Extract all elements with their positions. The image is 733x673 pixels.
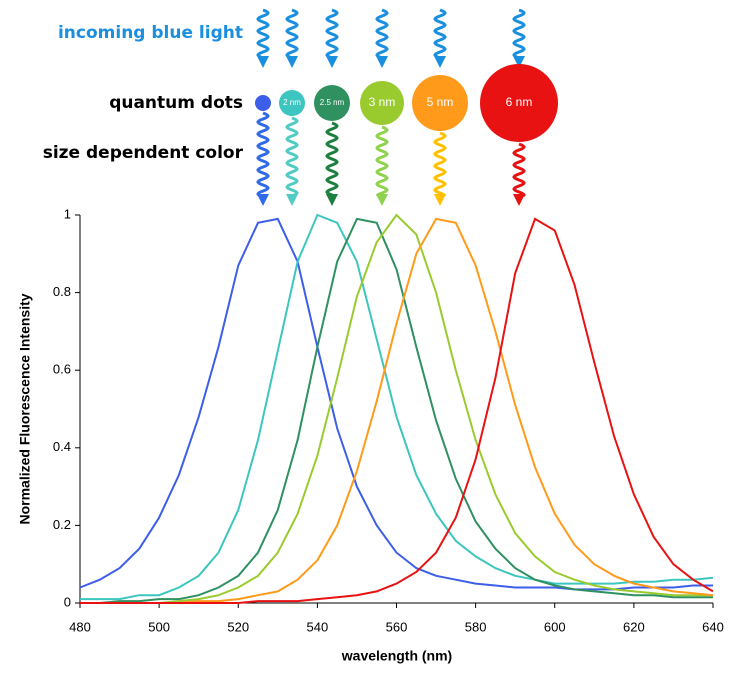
x-tick-label: 500	[148, 619, 170, 634]
arrow-head	[326, 56, 338, 68]
wavy-arrow	[285, 8, 299, 60]
wavy-arrow	[433, 131, 447, 197]
annotation: quantum dots	[109, 93, 243, 113]
quantum-dot	[255, 95, 271, 111]
wavy-arrow	[325, 121, 339, 198]
arrow-head	[286, 56, 298, 68]
series-line	[80, 213, 714, 601]
arrow-head	[257, 56, 269, 68]
y-tick-label: 0	[64, 594, 71, 609]
series-line	[80, 217, 713, 604]
wavy-arrow	[433, 8, 447, 60]
wavy-arrow	[256, 8, 270, 60]
dot-label: 2.5 nm	[320, 98, 345, 107]
quantum-dot	[480, 64, 558, 142]
wavy-arrow	[512, 142, 526, 197]
annotation: incoming blue light	[58, 23, 243, 43]
y-tick-label: 0.4	[53, 439, 71, 454]
x-axis-label: wavelength (nm)	[341, 648, 452, 664]
arrow-head	[513, 194, 525, 206]
arrow-head	[434, 194, 446, 206]
quantum-dot	[314, 85, 350, 121]
series-line	[79, 217, 713, 591]
quantum-dot	[279, 90, 305, 116]
x-tick-label: 640	[702, 619, 724, 634]
wavy-arrow	[325, 8, 339, 60]
wavy-arrow	[512, 8, 526, 60]
dot-label: 5 nm	[427, 95, 454, 109]
dot-label: 2 nm	[283, 98, 301, 107]
arrow-head	[326, 194, 338, 206]
arrow-head	[257, 194, 269, 206]
annotation: size dependent color	[43, 143, 244, 163]
x-tick-label: 520	[227, 619, 249, 634]
wavy-arrow	[256, 111, 270, 198]
wavy-arrow	[375, 125, 389, 197]
arrow-head	[376, 194, 388, 206]
arrow-head	[376, 56, 388, 68]
y-tick-label: 0.6	[53, 362, 71, 377]
y-tick-label: 0.2	[53, 517, 71, 532]
y-axis-label: Normalized Fluorescence Intensity	[17, 293, 33, 524]
x-tick-label: 600	[544, 619, 566, 634]
x-tick-label: 560	[386, 619, 408, 634]
dot-label: 3 nm	[369, 95, 396, 109]
series-line	[80, 217, 714, 604]
series-line	[80, 213, 713, 604]
arrow-head	[286, 194, 298, 206]
x-tick-label: 540	[307, 619, 329, 634]
wavy-arrow	[375, 8, 389, 60]
quantum-dot	[360, 81, 404, 125]
wavy-arrow	[285, 116, 299, 198]
x-tick-label: 480	[69, 619, 91, 634]
y-tick-label: 1	[64, 206, 71, 221]
arrow-head	[434, 56, 446, 68]
dot-label: 6 nm	[506, 95, 533, 109]
x-tick-label: 620	[623, 619, 645, 634]
quantum-dot	[412, 75, 468, 131]
x-tick-label: 580	[465, 619, 487, 634]
y-tick-label: 0.8	[53, 284, 71, 299]
arrow-head	[513, 56, 525, 68]
series-line	[80, 217, 714, 604]
